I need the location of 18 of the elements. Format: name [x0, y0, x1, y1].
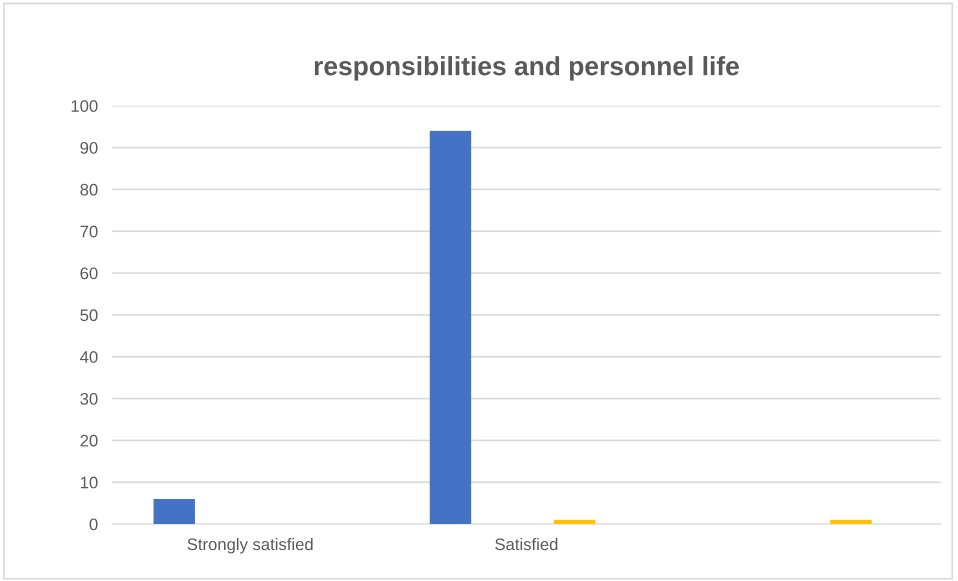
x-tick-label: Strongly satisfied	[188, 538, 313, 554]
y-tick-label: 40	[80, 351, 98, 363]
y-tick-label: 10	[80, 476, 98, 488]
y-tick-label: 60	[80, 267, 98, 280]
bar	[554, 520, 596, 524]
y-tick-label: 90	[80, 142, 98, 154]
y-tick-label: 100	[72, 100, 98, 112]
x-tick-label: Satisfied	[495, 538, 558, 550]
y-tick-label: 80	[80, 184, 98, 196]
y-tick-label: 0	[90, 518, 98, 530]
chart-title: responsibilities and personnel life	[314, 56, 739, 81]
y-tick-label: 30	[80, 392, 98, 405]
bar	[430, 130, 472, 524]
y-tick-label: 70	[80, 226, 98, 238]
y-tick-label: 20	[80, 434, 98, 447]
bar	[154, 498, 195, 524]
y-tick-label: 50	[80, 309, 98, 322]
bar	[830, 520, 872, 524]
